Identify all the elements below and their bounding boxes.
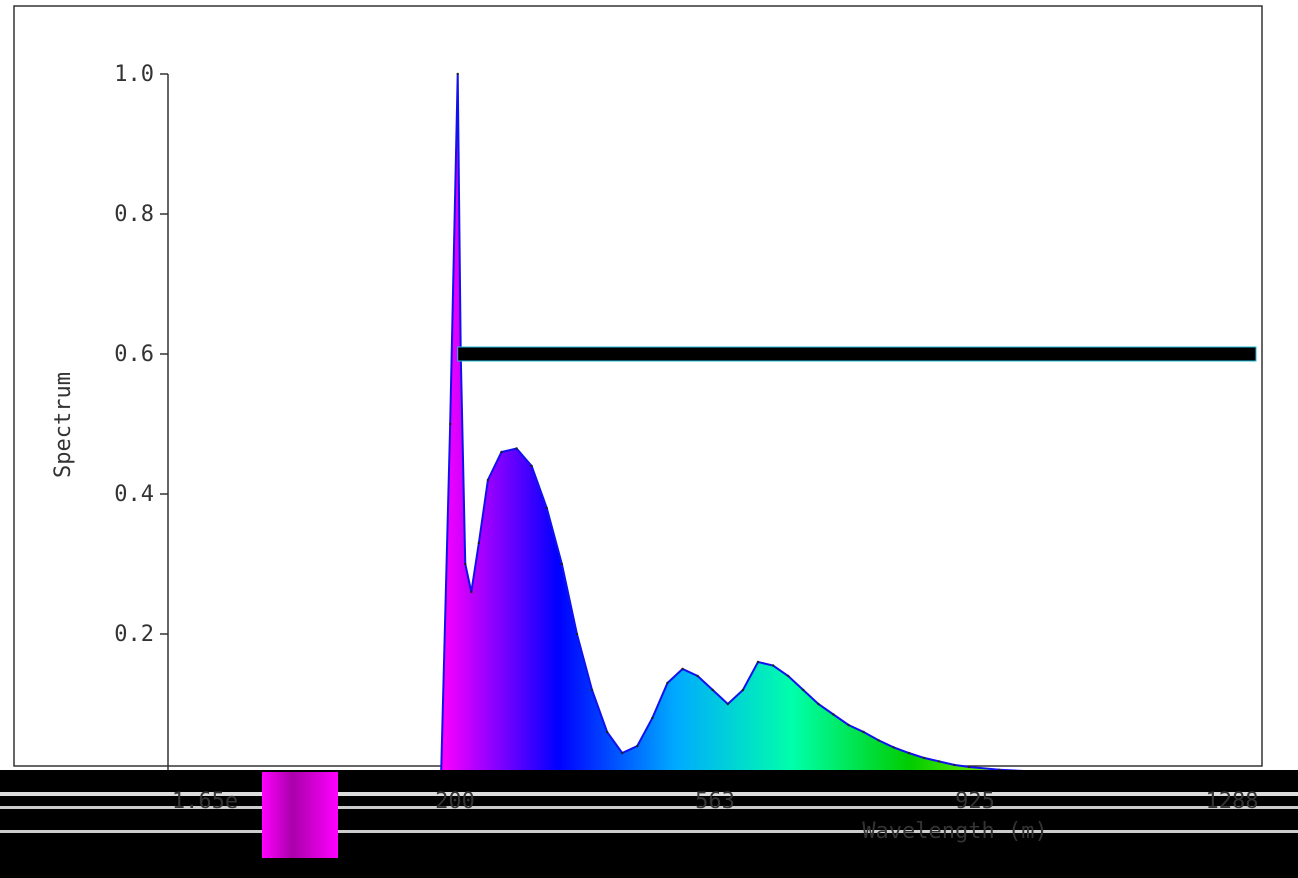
spectrum-point [456,72,459,76]
spectrum-point [666,681,669,685]
spectrum-point [696,674,699,678]
spectrum-point [486,478,490,482]
spectrum-point [786,674,790,678]
spectrum-point [560,562,564,566]
y-axis-title: Spectrum [51,372,76,478]
spectrum-point [907,751,911,755]
spectrum-point [741,688,745,692]
spectrum-point [530,464,533,468]
spectrum-area [441,74,1262,774]
spectrum-point [681,667,684,671]
spectrum-point [817,702,820,706]
plot-frame [13,5,1263,767]
spectrum-point [545,506,548,510]
spectrum-point [892,746,896,749]
spectrum-point [922,756,926,760]
spectrum-point [952,763,956,767]
spectrum-point [620,751,624,755]
bottom-band [0,770,1298,878]
axis-layer: 0.2 0.4 0.6 0.8 1.0 [114,62,169,774]
spectrum-point [448,422,452,426]
spectrum-point [590,688,594,692]
y-tick-label: 0.4 [114,482,154,507]
spectrum-point [802,688,805,692]
bottom-band-stripe [0,830,1298,833]
spectrum-point [756,660,760,664]
spectrum-point [771,664,775,667]
reference-layer [457,346,1257,362]
spectrum-point [847,723,850,727]
spectrum-point [651,716,654,720]
spectrum-point [968,765,971,769]
spectrum-point [470,590,473,594]
spectrum-point [575,632,579,636]
spectrum-point [832,713,835,716]
spectrum-point [937,760,941,763]
spectrum-point [477,541,481,545]
spectrum-point [500,450,503,454]
reference-bar [457,346,1257,362]
y-tick-label: 0.2 [114,622,154,647]
spectrum-point [711,688,714,692]
spectrum-point [877,739,880,742]
spectrum-point [636,744,639,748]
y-tick-label: 0.6 [114,342,154,367]
y-tick-label: 0.8 [114,202,154,227]
y-tick-label: 1.0 [114,62,154,87]
area-layer [439,72,1264,776]
spectrum-line [440,73,1263,775]
spectrum-point [862,730,865,734]
spectrum-point [605,730,609,734]
spectrum-point [515,447,518,450]
spectrum-point [726,702,730,706]
spectrum-point [464,562,467,566]
bottom-band-stripe [0,792,1298,796]
bottom-band-stripe [0,806,1298,809]
bottom-band-accent [262,772,338,858]
